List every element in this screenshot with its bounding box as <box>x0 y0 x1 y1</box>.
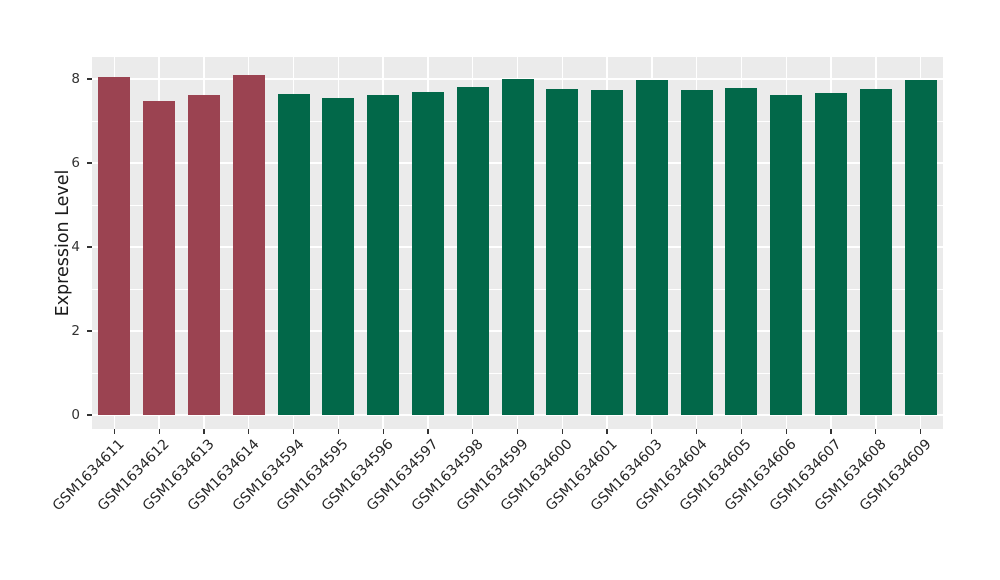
bar-GSM1634603 <box>635 80 668 415</box>
y-tick-label: 0 <box>71 406 80 423</box>
bar-GSM1634595 <box>322 97 355 415</box>
bar-GSM1634606 <box>770 94 803 415</box>
bar-GSM1634613 <box>187 94 220 415</box>
x-tick-mark <box>606 429 608 434</box>
y-tick-label: 2 <box>71 322 80 339</box>
x-tick-mark <box>248 429 250 434</box>
x-tick-label-GSM1634609: GSM1634609 <box>856 436 935 515</box>
y-tick-mark <box>87 414 92 416</box>
bar-GSM1634614 <box>232 74 265 415</box>
x-tick-mark <box>158 429 160 434</box>
bar-GSM1634601 <box>591 89 624 415</box>
bar-GSM1634612 <box>143 100 176 415</box>
x-tick-mark <box>472 429 474 434</box>
x-tick-mark <box>740 429 743 434</box>
x-tick-mark <box>920 429 922 434</box>
x-tick-mark <box>203 429 205 434</box>
plot-panel <box>92 57 943 429</box>
bar-GSM1634607 <box>815 93 848 415</box>
x-tick-mark <box>427 429 429 434</box>
x-tick-mark <box>337 429 339 434</box>
bar-GSM1634598 <box>456 87 489 415</box>
y-tick-mark <box>87 78 92 80</box>
bar-GSM1634611 <box>98 76 131 415</box>
y-tick-label: 6 <box>71 154 80 171</box>
x-tick-mark <box>561 429 563 434</box>
bar-GSM1634600 <box>546 88 579 415</box>
x-tick-mark <box>516 429 519 434</box>
bar-GSM1634609 <box>904 80 937 415</box>
x-tick-mark <box>875 429 877 434</box>
x-tick-mark <box>785 429 787 434</box>
bar-GSM1634599 <box>501 79 534 415</box>
y-tick-label: 8 <box>71 70 80 87</box>
bar-GSM1634605 <box>725 87 758 415</box>
x-tick-mark <box>292 429 295 434</box>
x-tick-mark <box>696 429 698 434</box>
bar-GSM1634604 <box>680 89 713 415</box>
bar-GSM1634608 <box>859 88 892 415</box>
bar-GSM1634594 <box>277 94 310 415</box>
x-tick-mark <box>651 429 653 434</box>
x-tick-mark <box>830 429 832 434</box>
bar-GSM1634597 <box>411 92 444 415</box>
x-tick-mark <box>113 429 115 434</box>
y-tick-mark <box>87 246 92 248</box>
bar-GSM1634596 <box>367 94 400 415</box>
y-tick-label: 4 <box>71 238 80 255</box>
y-tick-mark <box>87 330 92 332</box>
y-tick-mark <box>87 162 92 164</box>
x-tick-mark <box>382 429 384 434</box>
